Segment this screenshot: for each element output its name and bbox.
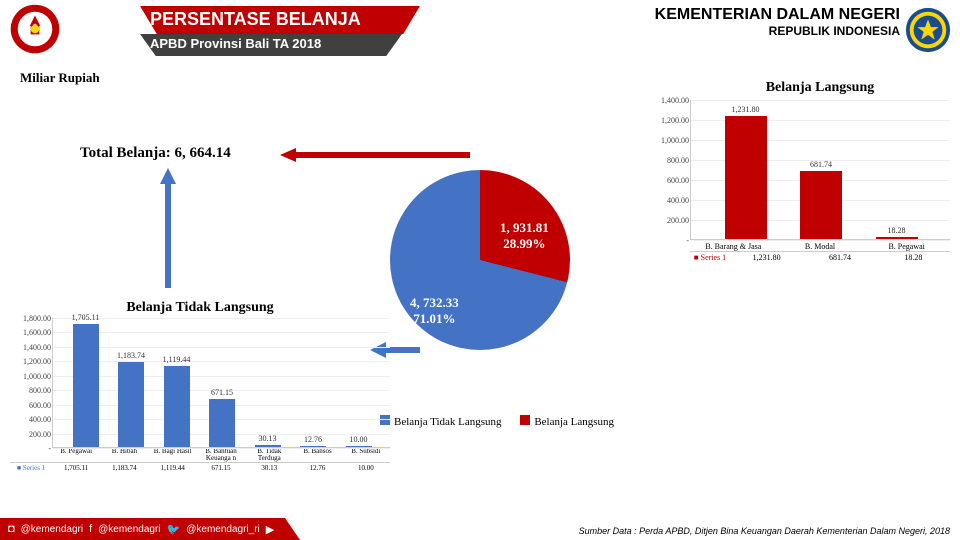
- handle-facebook: @kemendagri: [98, 524, 160, 535]
- total-belanja-label: Total Belanja: 6, 664.14: [80, 145, 231, 162]
- facebook-icon: f: [89, 523, 92, 535]
- page-subtitle: APBD Provinsi Bali TA 2018: [140, 34, 402, 56]
- social-footer: ◘ @kemendagri f @kemendagri 🐦 @kemendagri_r…: [0, 518, 300, 540]
- handle-instagram: @kemendagri: [21, 524, 83, 535]
- legend-label-langsung: Belanja Langsung: [534, 416, 614, 428]
- pie-graphic: 1, 931.81 28.99% 4, 732.33 71.01%: [390, 170, 570, 350]
- page-title: PERSENTASE BELANJA: [140, 6, 420, 34]
- youtube-icon: ▶: [266, 523, 274, 536]
- xaxis-tdk: B. PegawaiB. HibahB. Bagi HasilB. Bantua…: [52, 448, 390, 462]
- ministry-line2: REPUBLIK INDONESIA: [655, 24, 900, 38]
- twitter-icon: 🐦: [167, 523, 181, 536]
- instagram-icon: ◘: [8, 523, 15, 535]
- belanja-tdk-langsung-chart: Belanja Tidak Langsung 1,800.001,600.001…: [10, 300, 390, 490]
- pie-a-pct: 28.99%: [503, 236, 545, 251]
- kemendagri-logo-icon: [904, 6, 952, 54]
- pie-slice-a-label: 1, 931.81 28.99%: [500, 220, 549, 251]
- pie-slice-b-label: 4, 732.33 71.01%: [410, 295, 459, 326]
- chart-langsung-title: Belanja Langsung: [690, 80, 950, 96]
- ministry-line1: KEMENTERIAN DALAM NEGERI: [655, 6, 900, 24]
- xaxis-langsung: B. Barang & JasaB. ModalB. Pegawai: [690, 242, 950, 251]
- garuda-emblem-icon: [8, 2, 62, 56]
- pie-b-pct: 71.01%: [413, 311, 455, 326]
- barplot-langsung: 1,400.001,200.001,000.00800.00600.00400.…: [690, 100, 950, 240]
- legend-swatch-red: [520, 415, 530, 425]
- pie-chart: 1, 931.81 28.99% 4, 732.33 71.01%: [390, 170, 650, 390]
- pie-legend: Belanja Tidak Langsung Belanja Langsung: [380, 415, 630, 428]
- handle-twitter: @kemendagri_ri: [186, 524, 260, 535]
- pie-a-value: 1, 931.81: [500, 220, 549, 235]
- series-row-tdk: ■ Series 11,705.111,183.741,119.44671.15…: [10, 462, 390, 473]
- arrow-blue-up-icon: [160, 168, 176, 288]
- legend-label-tdk: Belanja Tidak Langsung: [394, 416, 502, 428]
- unit-label: Miliar Rupiah: [20, 70, 100, 86]
- pie-b-value: 4, 732.33: [410, 295, 459, 310]
- data-source: Sumber Data : Perda APBD, Ditjen Bina Ke…: [579, 526, 950, 536]
- page-header: PERSENTASE BELANJA APBD Provinsi Bali TA…: [0, 0, 960, 60]
- series-row-langsung: ■ Series 11,231.80681.7418.28: [690, 251, 950, 263]
- ministry-name: KEMENTERIAN DALAM NEGERI REPUBLIK INDONE…: [655, 6, 900, 38]
- barplot-tdk: 1,800.001,600.001,400.001,200.001,000.00…: [52, 318, 390, 448]
- belanja-langsung-chart: Belanja Langsung 1,400.001,200.001,000.0…: [690, 80, 950, 280]
- arrow-red-icon: [280, 148, 470, 162]
